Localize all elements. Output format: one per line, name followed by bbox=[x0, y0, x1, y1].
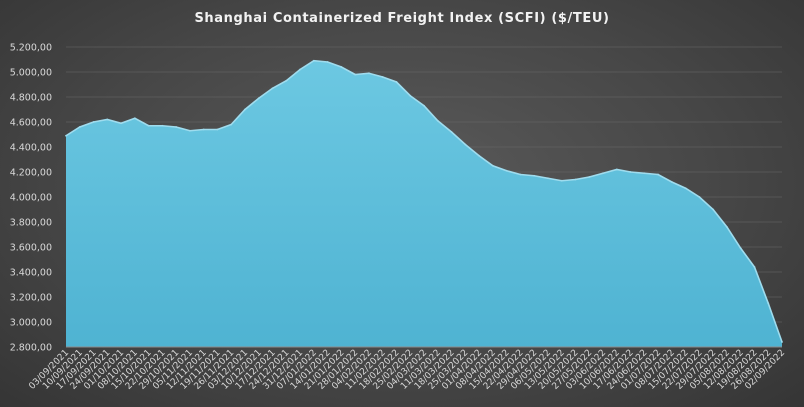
y-tick-label: 4.800,00 bbox=[10, 93, 52, 104]
data-point bbox=[478, 154, 480, 157]
data-point bbox=[684, 187, 687, 190]
series-area-fill bbox=[66, 60, 782, 347]
data-point bbox=[120, 122, 122, 125]
data-point bbox=[202, 128, 205, 131]
data-point bbox=[464, 143, 467, 146]
data-point bbox=[739, 247, 742, 250]
y-axis-ticks: 2.800,00 3.000,00 3.200,00 3.400,00 3.600,00… bbox=[10, 43, 52, 354]
data-point bbox=[106, 118, 109, 121]
data-point bbox=[726, 226, 728, 228]
data-point bbox=[216, 128, 219, 131]
y-tick-label: 3.400,00 bbox=[10, 268, 52, 279]
data-point bbox=[354, 73, 357, 76]
y-tick-label: 3.600,00 bbox=[10, 243, 52, 254]
data-point bbox=[643, 172, 646, 175]
data-point bbox=[753, 266, 756, 268]
data-point bbox=[340, 66, 343, 68]
data-point bbox=[78, 126, 81, 128]
data-point bbox=[629, 171, 632, 173]
data-point bbox=[670, 181, 673, 183]
series-area bbox=[65, 59, 783, 347]
y-tick-label: 4.200,00 bbox=[10, 168, 52, 179]
data-point bbox=[92, 121, 95, 123]
data-point bbox=[244, 108, 246, 111]
data-point bbox=[436, 119, 439, 122]
y-tick-label: 4.400,00 bbox=[10, 143, 52, 154]
data-point bbox=[602, 172, 604, 175]
data-point bbox=[615, 168, 618, 171]
data-point bbox=[381, 76, 384, 78]
data-point bbox=[312, 59, 315, 62]
data-point bbox=[285, 79, 288, 82]
data-point bbox=[65, 134, 67, 137]
data-point bbox=[423, 104, 425, 107]
data-point bbox=[450, 131, 453, 133]
data-point bbox=[767, 302, 770, 305]
data-point bbox=[395, 81, 398, 83]
y-tick-label: 4.600,00 bbox=[10, 118, 52, 129]
x-axis-ticks: 03/09/202110/09/202117/09/202124/09/2021… bbox=[27, 348, 787, 392]
data-point bbox=[147, 124, 150, 127]
data-point bbox=[189, 129, 191, 132]
data-point bbox=[574, 178, 577, 181]
data-point bbox=[560, 179, 563, 182]
y-tick-label: 3.800,00 bbox=[10, 218, 52, 229]
y-tick-label: 5.000,00 bbox=[10, 68, 52, 79]
data-point bbox=[588, 176, 591, 178]
y-tick-label: 4.000,00 bbox=[10, 193, 52, 204]
data-point bbox=[712, 208, 715, 211]
y-tick-label: 3.200,00 bbox=[10, 293, 52, 304]
data-point bbox=[175, 126, 178, 128]
data-point bbox=[161, 124, 164, 127]
data-point bbox=[257, 97, 260, 100]
data-point bbox=[519, 173, 522, 176]
data-point bbox=[505, 169, 508, 172]
data-point bbox=[781, 341, 783, 343]
data-point bbox=[491, 164, 494, 167]
data-point bbox=[368, 72, 370, 75]
data-point bbox=[230, 123, 233, 126]
data-point bbox=[698, 196, 701, 198]
data-point bbox=[133, 117, 136, 120]
data-point bbox=[299, 68, 301, 71]
data-point bbox=[409, 94, 412, 97]
data-point bbox=[547, 177, 549, 180]
y-tick-label: 5.200,00 bbox=[10, 43, 52, 54]
data-point bbox=[533, 174, 536, 177]
y-tick-label: 3.000,00 bbox=[10, 318, 52, 329]
data-point bbox=[657, 173, 659, 176]
data-point bbox=[271, 87, 274, 90]
data-point bbox=[326, 61, 329, 63]
y-tick-label: 2.800,00 bbox=[10, 343, 52, 354]
chart-title: Shanghai Containerized Freight Index (SC… bbox=[194, 11, 609, 26]
